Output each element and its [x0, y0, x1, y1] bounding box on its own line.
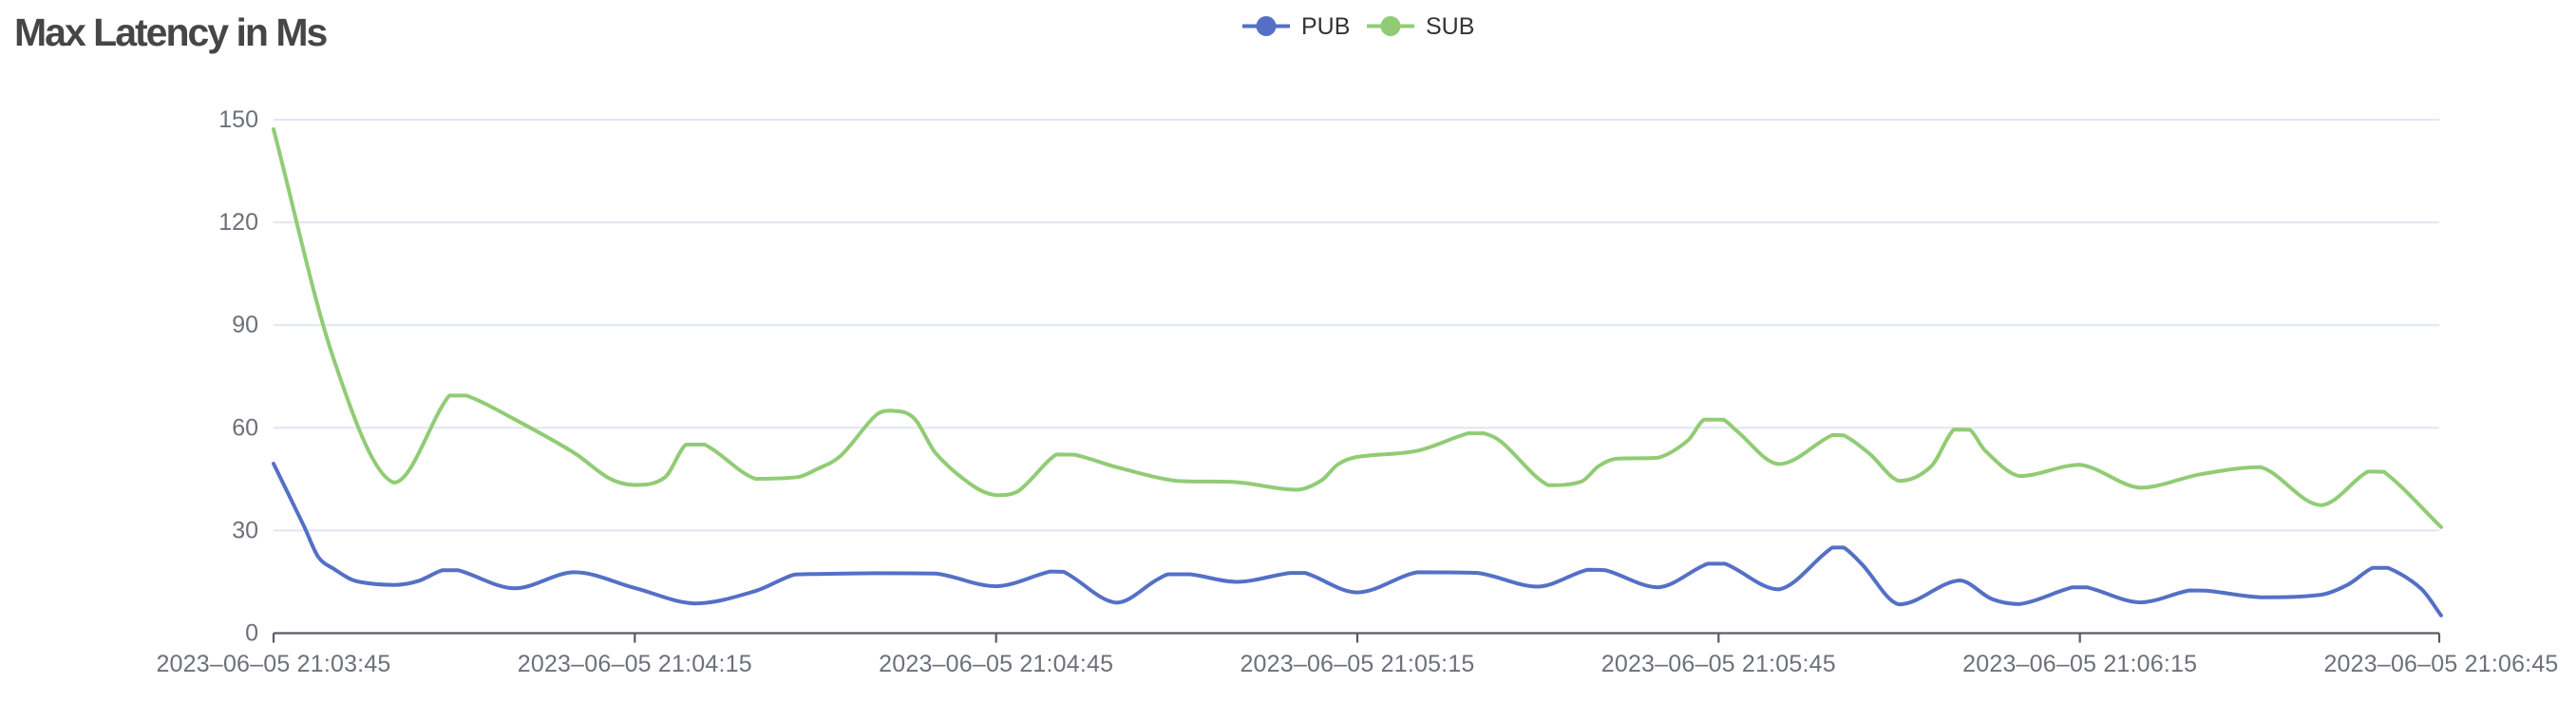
svg-text:0: 0 — [245, 620, 258, 647]
svg-text:30: 30 — [232, 517, 258, 543]
svg-text:2023–06–05 21:06:45: 2023–06–05 21:06:45 — [2323, 651, 2558, 677]
svg-text:SUB: SUB — [1426, 13, 1474, 40]
svg-text:150: 150 — [218, 106, 258, 133]
svg-text:2023–06–05 21:03:45: 2023–06–05 21:03:45 — [156, 651, 390, 677]
svg-text:2023–06–05 21:04:15: 2023–06–05 21:04:15 — [518, 651, 752, 677]
svg-text:Max Latency in Ms: Max Latency in Ms — [14, 10, 327, 54]
svg-text:2023–06–05 21:05:45: 2023–06–05 21:05:45 — [1601, 651, 1836, 677]
svg-text:90: 90 — [232, 312, 258, 338]
svg-text:120: 120 — [218, 209, 258, 236]
svg-text:2023–06–05 21:04:45: 2023–06–05 21:04:45 — [879, 651, 1113, 677]
svg-text:60: 60 — [232, 414, 258, 441]
svg-text:2023–06–05 21:05:15: 2023–06–05 21:05:15 — [1240, 651, 1474, 677]
svg-text:PUB: PUB — [1301, 13, 1350, 40]
svg-text:2023–06–05 21:06:15: 2023–06–05 21:06:15 — [1962, 651, 2197, 677]
